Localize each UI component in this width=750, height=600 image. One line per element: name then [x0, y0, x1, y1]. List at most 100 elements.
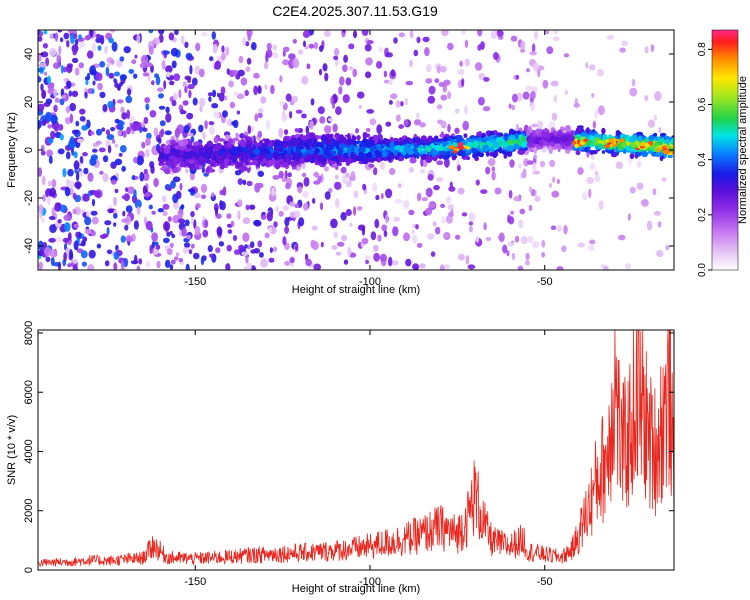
spectrogram-cell: [525, 129, 531, 136]
spectrogram-cell: [653, 146, 658, 151]
spectrogram-peak: [608, 138, 614, 143]
spectrogram-cell: [138, 258, 143, 265]
spectrogram-cell: [106, 227, 110, 235]
spectrogram-cell: [127, 88, 132, 96]
spectrogram-cell: [347, 146, 353, 151]
spectrogram-cell: [179, 160, 185, 168]
spectrogram-cell: [377, 234, 382, 242]
spectrogram-cell: [526, 143, 534, 148]
spectrogram-cell: [182, 248, 190, 253]
spectrogram-cell: [278, 170, 284, 179]
spectrogram-cell: [227, 142, 232, 147]
spectrogram-cell: [139, 171, 145, 182]
spectrogram-cell: [376, 61, 383, 69]
spectrogram-cell: [413, 49, 419, 57]
spectrogram-cell: [262, 157, 267, 164]
spectrogram-cell: [444, 158, 450, 168]
spectrogram-cell: [72, 49, 77, 56]
spectrogram-cell: [313, 263, 322, 270]
spectrogram-cell: [102, 155, 109, 163]
spectrogram-cell: [38, 204, 44, 214]
spectrogram-cell: [322, 63, 328, 72]
spectrogram-cell: [474, 62, 483, 71]
spectrogram-cell: [261, 143, 266, 148]
spectrogram-cell: [374, 149, 381, 156]
spectrogram-cell: [350, 171, 356, 181]
spectrogram-cell: [582, 192, 588, 201]
spectrogram-cell: [456, 134, 463, 142]
spectrogram-cell: [590, 155, 595, 160]
y-tick-label: -20: [23, 190, 35, 206]
spectrogram-cell: [597, 105, 605, 116]
y-tick-label: 0: [23, 147, 35, 153]
spectrogram-cell: [127, 186, 135, 194]
spectrogram-cell: [200, 183, 208, 193]
spectrogram-cell: [194, 65, 201, 75]
spectrogram-cell: [198, 148, 203, 155]
spectrogram-cell: [294, 244, 299, 251]
spectrogram-cell: [41, 217, 45, 224]
spectrogram-cell: [198, 68, 205, 78]
spectrogram-cell: [378, 46, 383, 53]
spectrogram-cell: [551, 190, 560, 198]
spectrogram-cell: [528, 204, 533, 212]
spectrogram-cell: [303, 177, 310, 187]
spectrogram-cell: [84, 228, 92, 235]
spectrogram-cell: [440, 94, 448, 101]
spectrogram-cell: [289, 201, 296, 207]
spectrogram-cell: [242, 37, 247, 46]
spectrogram-cell: [283, 143, 288, 148]
spectrogram-cell: [646, 220, 653, 231]
spectrogram-cell: [152, 37, 161, 45]
spectrogram-cell: [307, 153, 312, 161]
spectrogram-cell: [40, 150, 46, 156]
spectrogram-cell: [272, 52, 279, 59]
spectrogram-cell: [264, 84, 268, 90]
spectrogram-cell: [65, 106, 71, 114]
spectrogram-cell: [114, 188, 119, 194]
spectrogram-cell: [282, 50, 286, 57]
spectrogram-cell: [124, 224, 129, 231]
spectrogram-cell: [442, 143, 447, 147]
spectrogram-cell: [245, 66, 251, 72]
spectrogram-cell: [99, 61, 106, 68]
spectrogram-cell: [184, 75, 192, 81]
spectrogram-cell: [391, 260, 399, 266]
spectrogram-cell: [254, 113, 259, 122]
spectrogram-cell: [66, 80, 72, 89]
spectrogram-cell: [299, 140, 304, 144]
spectrogram-cell: [398, 183, 402, 188]
spectrogram-cell: [58, 124, 64, 131]
spectrogram-cell: [331, 156, 338, 162]
spectrogram-cell: [338, 143, 346, 149]
spectrogram-cell: [594, 109, 598, 120]
spectrogram-cell: [238, 55, 244, 64]
spectrogram-cell: [665, 244, 670, 251]
spectrogram-cell: [353, 206, 357, 216]
spectrogram-cell: [136, 265, 141, 270]
spectrogram-cell: [38, 119, 42, 129]
spectrogram-cell: [120, 235, 126, 243]
spectrogram-cell: [620, 142, 628, 148]
spectrogram-cell: [594, 174, 601, 183]
spectrogram-cell: [525, 252, 530, 260]
spectrogram-cell: [539, 160, 546, 168]
spectrogram-cell: [67, 30, 75, 34]
spectrogram-cell: [636, 160, 642, 168]
spectrogram-cell: [308, 43, 315, 49]
spectrogram-cell: [174, 128, 180, 138]
spectrogram-cell: [462, 120, 470, 131]
spectrogram-cell: [586, 176, 595, 185]
spectrogram-cell: [144, 192, 151, 198]
spectrogram-cell: [365, 259, 369, 265]
spectrogram-cell: [54, 97, 60, 103]
spectrogram-cell: [121, 112, 128, 120]
spectrogram-cell: [411, 229, 415, 235]
spectrogram-cell: [212, 89, 217, 98]
spectrogram-cell: [400, 101, 404, 107]
spectrogram-cell: [475, 137, 482, 142]
spectrogram-cell: [268, 192, 277, 202]
spectrogram-cell: [89, 65, 96, 76]
spectrogram-cell: [93, 191, 101, 198]
spectrogram-cell: [309, 132, 316, 139]
